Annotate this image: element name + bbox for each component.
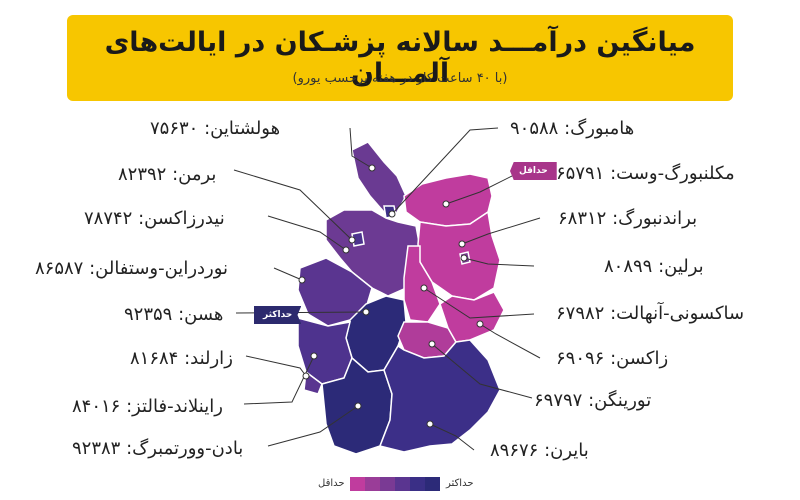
label-nrw: نوردراین-وستفالن: ۸۶۵۸۷	[35, 258, 229, 279]
legend-min-label: حداقل	[318, 478, 345, 489]
label-mv: مکلنبورگ-وست: ۶۵۷۹۱	[556, 163, 735, 184]
legend-swatch	[410, 477, 425, 491]
page-subtitle: (با ۴۰ ساعت کار در هفته برحسب یورو)	[292, 71, 508, 86]
title-banner: میانگین درآمـــد سالانه پزشـکان در ایالت…	[67, 15, 733, 101]
state-schleswig-holstein[interactable]	[351, 141, 407, 215]
label-bw: بادن-وورتمبرگ: ۹۲۳۸۳	[72, 438, 244, 459]
legend-swatch	[395, 477, 410, 491]
max-badge: حداکثر	[254, 306, 302, 324]
legend-swatch	[425, 477, 440, 491]
label-niedersachsen: نیدرزاکسن: ۷۸۷۴۲	[84, 208, 225, 229]
label-hamburg: هامبورگ: ۹۰۵۸۸	[510, 118, 635, 139]
label-bayern: بایرن: ۸۹۶۷۶	[490, 440, 589, 461]
label-sachsen: زاکسن: ۶۹۰۹۶	[556, 348, 669, 369]
leader-dots	[298, 164, 484, 428]
legend-swatch	[365, 477, 380, 491]
page-title: میانگین درآمـــد سالانه پزشـکان در ایالت…	[104, 27, 696, 89]
min-badge: حداقل	[510, 162, 557, 180]
state-mecklenburg-vorpommern[interactable]	[403, 173, 493, 227]
color-legend	[350, 477, 440, 491]
state-bayern[interactable]	[378, 339, 501, 453]
label-berlin: برلین: ۸۰۸۹۹	[604, 256, 704, 277]
label-brandenburg: براندنبورگ: ۶۸۳۱۲	[558, 208, 698, 229]
label-saarland: زارلند: ۸۱۶۸۴	[130, 348, 233, 369]
label-sachsen-anhalt: ساکسونی-آنهالت: ۶۷۹۸۲	[556, 303, 745, 324]
label-thueringen: تورینگن: ۶۹۷۹۷	[534, 390, 652, 411]
label-holstein: هولشتاین: ۷۵۶۳۰	[150, 118, 281, 139]
legend-max-label: حداکثر	[446, 478, 474, 489]
label-bremen: برمن: ۸۲۳۹۲	[118, 164, 217, 185]
state-sachsen-anhalt[interactable]	[403, 245, 441, 323]
label-rlp: راینلاند-فالتز: ۸۴۰۱۶	[72, 396, 223, 417]
legend-swatch	[350, 477, 365, 491]
label-hessen: هسن: ۹۲۳۵۹	[124, 304, 224, 325]
legend-swatch	[380, 477, 395, 491]
